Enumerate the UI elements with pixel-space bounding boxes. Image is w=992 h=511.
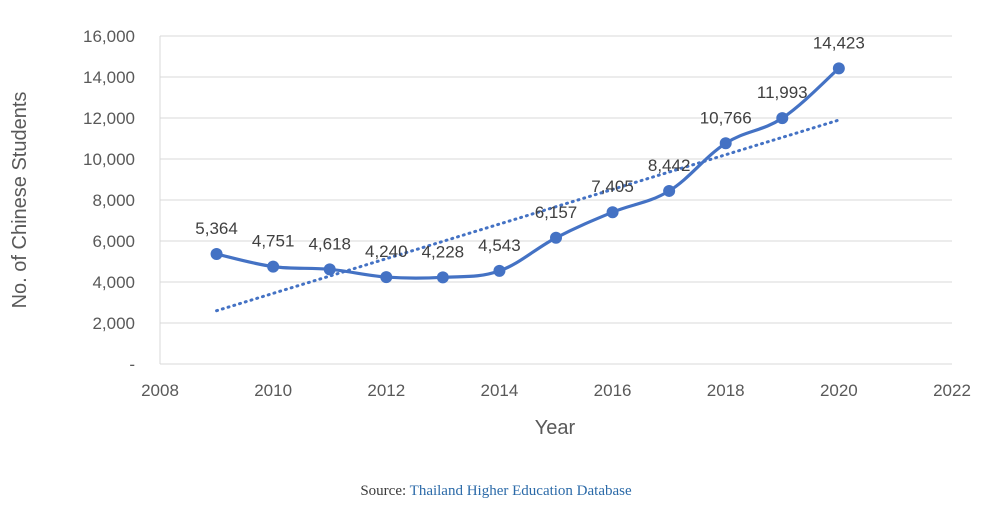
data-point [493,264,506,277]
x-axis-title: Year [535,417,576,439]
data-point [663,184,676,197]
y-axis-ticks: - 2,000 4,000 6,000 8,000 10,000 12,000 14,000 1… [83,27,135,374]
y-tick-label: 10,000 [83,150,135,169]
x-tick-label: 2012 [367,381,405,400]
y-tick-label: 2,000 [92,314,135,333]
data-labels: 5,364 4,751 4,618 4,240 4,228 4,543 6,157 7,405… [195,33,865,261]
y-axis-title: No. of Chinese Students [9,92,31,309]
x-tick-label: 2008 [141,381,179,400]
data-label: 7,405 [591,177,634,196]
x-tick-label: 2010 [254,381,292,400]
data-point [832,62,845,75]
line-chart: - 2,000 4,000 6,000 8,000 10,000 12,000 14,000 1… [9,27,971,439]
data-point [606,206,619,219]
trendline [215,118,841,313]
y-tick-label: 4,000 [92,273,135,292]
x-tick-label: 2022 [933,381,971,400]
y-tick-label: - [129,355,135,374]
y-tick-label: 8,000 [92,191,135,210]
data-label: 4,751 [252,232,295,251]
data-label: 4,543 [478,236,521,255]
data-label: 10,766 [700,108,752,127]
data-point [380,271,393,284]
data-label: 5,364 [195,219,238,238]
data-point [210,248,223,261]
data-label: 14,423 [813,33,865,52]
data-point [323,263,336,276]
y-tick-label: 14,000 [83,68,135,87]
y-tick-label: 6,000 [92,232,135,251]
source-link[interactable]: Thailand Higher Education Database [409,483,632,499]
data-label: 11,993 [757,83,808,102]
x-axis-ticks: 2008 2010 2012 2014 2016 2018 2020 2022 [141,381,971,400]
x-tick-label: 2018 [707,381,745,400]
data-point [776,112,789,125]
series-group [210,62,845,284]
data-point [550,231,562,244]
x-tick-label: 2014 [481,381,519,400]
data-point [436,271,449,284]
x-tick-label: 2016 [594,381,632,400]
source-prefix: Source: [360,483,410,499]
x-tick-label: 2020 [820,381,858,400]
trendline-group [215,118,841,313]
source-caption: Source: Thailand Higher Education Databa… [0,483,992,500]
y-tick-label: 12,000 [83,109,135,128]
data-label: 8,442 [648,156,691,175]
data-label: 4,228 [422,242,465,261]
data-label: 4,618 [308,234,351,253]
data-label: 6,157 [535,203,578,222]
data-point [267,260,280,273]
data-label: 4,240 [365,242,408,261]
y-tick-label: 16,000 [83,27,135,46]
gridlines [159,35,952,365]
data-point [719,137,732,150]
